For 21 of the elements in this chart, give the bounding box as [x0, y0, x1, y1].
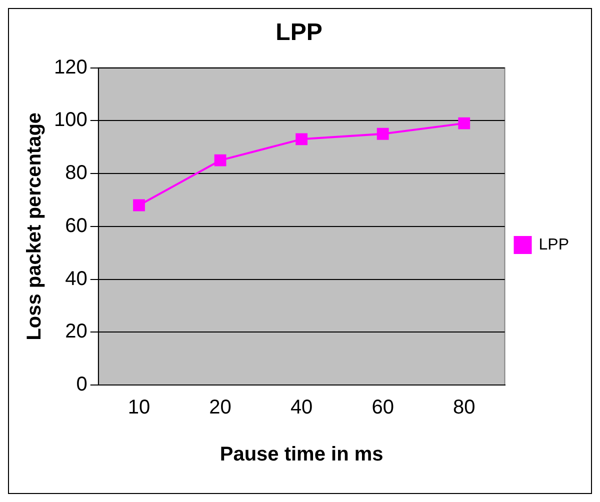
point — [214, 154, 226, 166]
y-tick-label: 100 — [54, 109, 88, 132]
point — [458, 117, 470, 130]
x-tick-label: 10 — [128, 396, 150, 419]
y-axis-title: Loss packet percentage — [24, 112, 46, 340]
y-tick-label: 0 — [76, 374, 88, 396]
y-tick-label: 40 — [65, 268, 88, 290]
point — [133, 199, 145, 212]
x-tick-label: 40 — [290, 396, 313, 419]
y-tick-label: 120 — [54, 56, 88, 78]
x-axis-title: Pause time in ms — [220, 444, 384, 466]
chart-title: LPP — [276, 19, 322, 46]
x-tick-label: 80 — [452, 396, 476, 419]
point — [376, 128, 389, 140]
y-tick-label: 20 — [65, 320, 88, 343]
y-tick-label: 80 — [65, 162, 88, 184]
legend-label: LPP — [538, 236, 570, 254]
x-tick-label: 60 — [372, 396, 394, 419]
y-tick-label: 60 — [65, 214, 88, 237]
point — [296, 133, 308, 146]
x-tick-label: 20 — [209, 396, 232, 419]
